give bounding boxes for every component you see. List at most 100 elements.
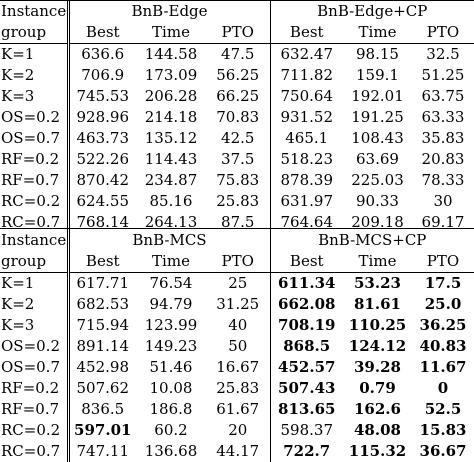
- header-pto-right: PTO: [412, 22, 474, 44]
- table-row: K=3 715.94 123.99 40 708.19 110.25 36.25: [0, 315, 474, 336]
- header-row-methods: Instance BnB-Edge BnB-Edge+CP: [0, 1, 474, 22]
- cell-left-time: 136.68: [144, 442, 198, 460]
- cell-left-pto: 47.5: [221, 45, 255, 63]
- header-time-left: Time: [136, 22, 206, 44]
- header-time-right: Time: [343, 251, 412, 273]
- cell-left-pto: 44.17: [216, 442, 260, 460]
- cell-right-pto: 63.33: [421, 108, 465, 126]
- cell-right-time: 108.43: [351, 129, 404, 147]
- cell-left-best: 507.62: [76, 379, 130, 397]
- cell-right-time: 191.25: [351, 108, 404, 126]
- cell-right-best: 722.7: [269, 441, 343, 462]
- cell-right-best: 598.37: [269, 420, 343, 441]
- cell-right-pto: 32.5: [426, 45, 460, 63]
- table-row: K=2 682.53 94.79 31.25 662.08 81.61 25.0: [0, 294, 474, 315]
- cell-left-time: 186.8: [149, 400, 193, 418]
- cell-right-pto: 40.83: [419, 337, 467, 355]
- cell-left-best: 745.53: [76, 87, 130, 105]
- cell-right-pto: 11.67: [419, 358, 467, 376]
- cell-right-time: 98.15: [356, 45, 399, 63]
- cell-right-pto: 0: [437, 379, 449, 397]
- cell-left-best: 706.9: [81, 66, 125, 84]
- header-row-subcolumns: group Best Time PTO Best Time PTO: [0, 22, 474, 44]
- cell-left-best: 682.53: [76, 295, 130, 313]
- cell-right-pto: 15.83: [419, 421, 467, 439]
- cell-right-time: 81.61: [354, 295, 401, 313]
- cell-left-pto: 87.5: [221, 213, 255, 231]
- cell-left-best: 928.96: [76, 108, 130, 126]
- row-group-label: OS=0.2: [0, 107, 70, 128]
- cell-left-time: 123.99: [144, 316, 198, 334]
- cell-right-best: 465.1: [269, 128, 343, 149]
- header-method-left: BnB-Edge: [131, 2, 208, 20]
- header-best-left: Best: [68, 251, 136, 273]
- cell-left-pto: 31.25: [216, 295, 260, 313]
- cell-left-time: 51.46: [149, 358, 193, 376]
- header-time-left: Time: [136, 251, 206, 273]
- table-row: OS=0.7 463.73 135.12 42.5 465.1 108.43 35.83: [0, 128, 474, 149]
- cell-right-best: 662.08: [269, 294, 343, 315]
- cell-right-time: 48.08: [354, 421, 401, 439]
- header-method-right: BnB-Edge+CP: [269, 1, 474, 22]
- cell-left-best: 624.55: [76, 192, 130, 210]
- row-group-label: OS=0.2: [0, 336, 70, 357]
- header-pto-left: PTO: [206, 22, 270, 44]
- header-pto-left: PTO: [206, 251, 270, 273]
- table-row: K=1 617.71 76.54 25 611.34 53.23 17.5: [0, 272, 474, 294]
- table-row: OS=0.2 891.14 149.23 50 868.5 124.12 40.83: [0, 336, 474, 357]
- cell-right-pto: 69.17: [421, 213, 465, 231]
- row-group-label: OS=0.7: [0, 128, 70, 149]
- cell-right-time: 225.03: [351, 171, 404, 189]
- cell-left-time: 60.2: [154, 421, 188, 439]
- table-body: Instance BnB-MCS BnB-MCS+CP group Best Time PT…: [0, 230, 474, 462]
- cell-right-pto: 52.5: [424, 400, 462, 418]
- table-row: RC=0.2 624.55 85.16 25.83 631.97 90.33 30: [0, 191, 474, 212]
- cell-right-time: 209.18: [351, 213, 404, 231]
- row-group-label: RF=0.2: [0, 378, 70, 399]
- header-group: group: [0, 251, 70, 273]
- cell-left-time: 135.12: [144, 129, 198, 147]
- cell-left-best: 768.14: [76, 213, 130, 231]
- table-row: RC=0.7 747.11 136.68 44.17 722.7 115.32 36.67: [0, 441, 474, 462]
- header-row-methods: Instance BnB-MCS BnB-MCS+CP: [0, 230, 474, 251]
- cell-right-best: 931.52: [269, 107, 343, 128]
- cell-left-time: 206.28: [144, 87, 198, 105]
- header-group: group: [0, 22, 70, 44]
- cell-right-pto: 36.25: [419, 316, 467, 334]
- table-separator-rule: [0, 228, 474, 229]
- row-group-label: RF=0.2: [0, 149, 70, 170]
- row-group-label: K=2: [0, 294, 70, 315]
- row-group-label: RC=0.7: [0, 212, 70, 233]
- table-row: OS=0.2 928.96 214.18 70.83 931.52 191.25 63.33: [0, 107, 474, 128]
- cell-right-time: 39.28: [354, 358, 401, 376]
- cell-right-time: 110.25: [348, 316, 407, 334]
- cell-left-pto: 50: [228, 337, 248, 355]
- cell-left-best: 597.01: [74, 421, 132, 439]
- cell-right-time: 90.33: [356, 192, 399, 210]
- row-group-label: K=2: [0, 65, 70, 86]
- cell-left-pto: 42.5: [221, 129, 255, 147]
- table-row: RF=0.2 507.62 10.08 25.83 507.43 0.79 0: [0, 378, 474, 399]
- cell-left-time: 234.87: [144, 171, 198, 189]
- cell-right-best: 611.34: [269, 272, 343, 294]
- row-group-label: RF=0.7: [0, 399, 70, 420]
- results-table-edge: Instance BnB-Edge BnB-Edge+CP group Best Time…: [0, 1, 474, 233]
- cell-right-time: 159.1: [356, 66, 399, 84]
- cell-right-pto: 63.75: [421, 87, 465, 105]
- header-row-subcolumns: group Best Time PTO Best Time PTO: [0, 251, 474, 273]
- header-best-left: Best: [68, 22, 136, 44]
- cell-right-best: 632.47: [269, 43, 343, 65]
- table-row: K=2 706.9 173.09 56.25 711.82 159.1 51.25: [0, 65, 474, 86]
- cell-right-best: 518.23: [269, 149, 343, 170]
- table-row: RC=0.7 768.14 264.13 87.5 764.64 209.18 69.17: [0, 212, 474, 233]
- cell-right-pto: 51.25: [421, 66, 465, 84]
- cell-left-pto: 37.5: [221, 150, 255, 168]
- cell-left-time: 94.79: [149, 295, 193, 313]
- cell-left-pto: 56.25: [216, 66, 260, 84]
- cell-left-pto: 61.67: [216, 400, 260, 418]
- header-best-right: Best: [269, 251, 343, 273]
- row-group-label: K=1: [0, 43, 70, 65]
- header-method-right: BnB-MCS+CP: [269, 230, 474, 251]
- row-group-label: RC=0.2: [0, 191, 70, 212]
- cell-right-best: 868.5: [269, 336, 343, 357]
